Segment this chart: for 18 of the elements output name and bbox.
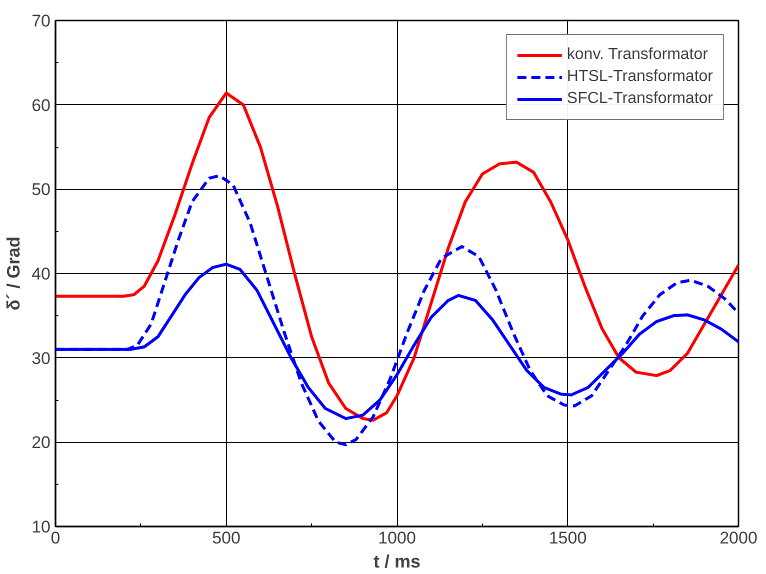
y-tick-label: 60 xyxy=(32,96,51,115)
x-tick-label: 0 xyxy=(50,528,60,548)
legend-label: konv. Transformator xyxy=(566,46,708,64)
x-tick-label: 2000 xyxy=(720,528,758,548)
y-tick-label: 10 xyxy=(32,518,51,536)
y-tick-label: 20 xyxy=(32,433,51,452)
legend-label: HTSL-Transformator xyxy=(566,68,713,86)
x-tick-label: 500 xyxy=(212,528,240,548)
y-tick-label: 50 xyxy=(32,180,51,200)
x-tick-label: 1500 xyxy=(548,528,587,548)
y-tick-label: 40 xyxy=(32,264,51,284)
y-tick-label: 70 xyxy=(32,12,51,30)
x-tick-label: 1000 xyxy=(378,528,416,548)
y-tick-label: 30 xyxy=(32,348,51,368)
y-axis-title: δ´ / Grad xyxy=(4,236,24,310)
x-axis-title: t / ms xyxy=(373,552,421,572)
line-series xyxy=(56,92,738,422)
legend-label: SFCL-Transformator xyxy=(566,90,713,108)
